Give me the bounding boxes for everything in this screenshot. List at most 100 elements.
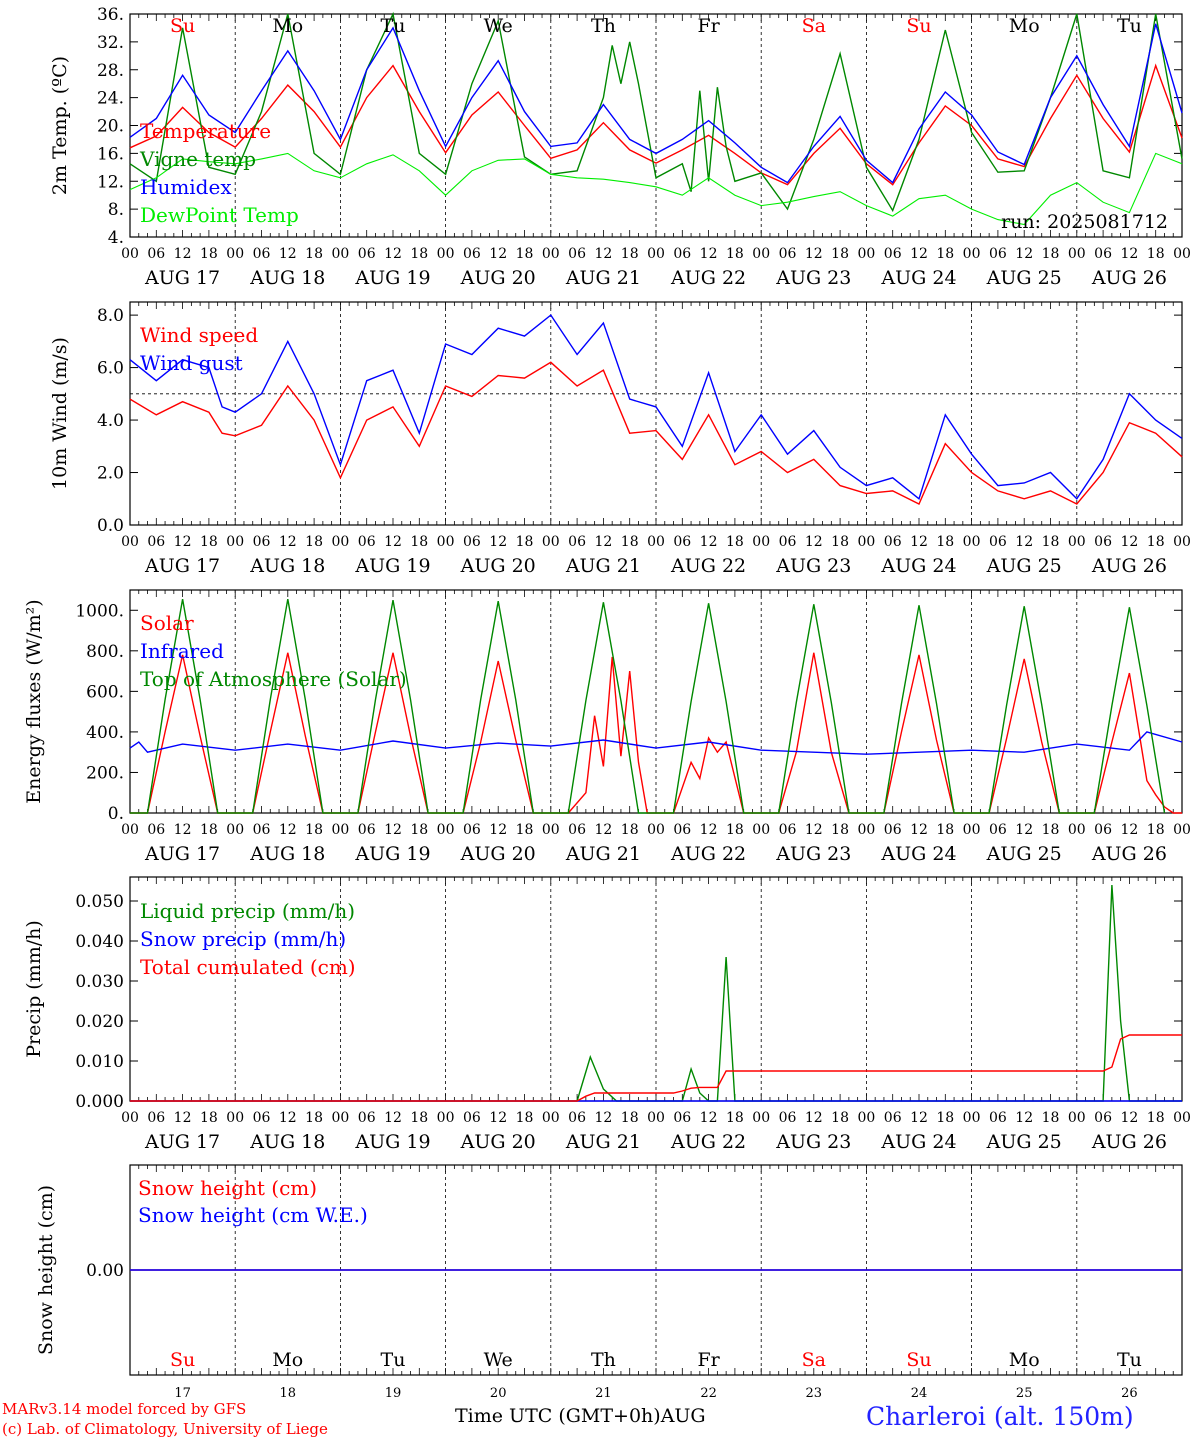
hour-tick-label: 18 — [200, 822, 218, 838]
date-label: AUG 18 — [249, 843, 325, 865]
hour-tick-label: 18 — [1147, 1110, 1165, 1126]
legend-entry: Vigne temp — [139, 147, 256, 171]
weekday-label: Th — [591, 15, 616, 37]
y-tick-label: 12. — [97, 172, 124, 192]
hour-tick-label: 18 — [410, 534, 428, 550]
panel-1-ylabel: 10m Wind (m/s) — [49, 337, 71, 490]
panel-4-ylabel: Snow height (cm) — [35, 1185, 57, 1355]
y-tick-label: 4. — [108, 228, 124, 248]
hour-tick-label: 12 — [594, 822, 612, 838]
hour-tick-label: 06 — [253, 822, 271, 838]
hour-tick-label: 00 — [542, 534, 560, 550]
weekday-label: Mo — [272, 15, 303, 37]
series-dewpoint-temp — [129, 152, 1183, 226]
hour-tick-label: 18 — [726, 246, 744, 262]
date-label: AUG 22 — [670, 843, 746, 865]
weekday-label: Su — [906, 15, 931, 37]
hour-tick-label: 06 — [463, 246, 481, 262]
hour-tick-label: 12 — [1120, 534, 1138, 550]
hour-tick-label: 12 — [805, 246, 823, 262]
panel-1-frame — [129, 301, 1183, 526]
hour-tick-label: 06 — [568, 1110, 586, 1126]
weekday-label: Fr — [697, 1349, 720, 1371]
date-label: AUG 22 — [670, 1131, 746, 1153]
hour-tick-label: 18 — [831, 534, 849, 550]
hour-tick-label: 00 — [121, 1110, 139, 1126]
date-label: AUG 21 — [565, 267, 641, 289]
hour-tick-label: 06 — [989, 246, 1007, 262]
hour-tick-label: 06 — [779, 822, 797, 838]
hour-tick-label: 18 — [1147, 246, 1165, 262]
time-axis-title: Time UTC (GMT+0h) — [455, 1405, 661, 1427]
run-label: run: 2025081712 — [1001, 211, 1168, 233]
hour-tick-label: 06 — [779, 534, 797, 550]
hour-tick-label: 00 — [331, 1110, 349, 1126]
hour-tick-label: 06 — [253, 1110, 271, 1126]
hour-tick-label: 18 — [410, 246, 428, 262]
hour-tick-label: 12 — [489, 1110, 507, 1126]
date-label: AUG 18 — [249, 1131, 325, 1153]
series-temperature — [129, 63, 1183, 186]
hour-tick-label: 00 — [752, 246, 770, 262]
series-humidex — [129, 23, 1183, 184]
hour-tick-label: 18 — [516, 246, 534, 262]
date-label: AUG 20 — [460, 267, 536, 289]
hour-tick-label: 00 — [542, 1110, 560, 1126]
hour-tick-label: 06 — [673, 246, 691, 262]
hour-tick-label: 06 — [358, 246, 376, 262]
legend-entry: Snow height (cm) — [138, 1176, 317, 1200]
hour-tick-label: 00 — [963, 534, 981, 550]
hour-tick-label: 00 — [857, 822, 875, 838]
hour-tick-label: 12 — [279, 534, 297, 550]
hour-tick-label: 18 — [305, 246, 323, 262]
hour-tick-label: 06 — [884, 534, 902, 550]
hour-tick-label: 12 — [805, 1110, 823, 1126]
panel-2-ylabel: Energy fluxes (W/m²) — [23, 599, 45, 803]
hour-tick-label: 18 — [621, 246, 639, 262]
day-number-label: 18 — [280, 1386, 297, 1401]
hour-tick-label: 18 — [621, 534, 639, 550]
hour-tick-label: 00 — [1173, 246, 1191, 262]
hour-tick-label: 06 — [147, 534, 165, 550]
hour-tick-label: 18 — [1042, 246, 1060, 262]
hour-tick-label: 12 — [910, 246, 928, 262]
y-tick-label: 24. — [97, 89, 124, 109]
hour-tick-label: 06 — [673, 822, 691, 838]
legend-entry: Top of Atmosphere (Solar) — [140, 667, 407, 691]
hour-tick-label: 12 — [279, 246, 297, 262]
hour-tick-label: 06 — [147, 822, 165, 838]
hour-tick-label: 12 — [910, 822, 928, 838]
hour-tick-label: 12 — [700, 822, 718, 838]
hour-tick-label: 00 — [1173, 822, 1191, 838]
hour-tick-label: 18 — [1042, 822, 1060, 838]
hour-tick-label: 06 — [884, 246, 902, 262]
panel-0-ylabel: 2m Temp. (ºC) — [49, 56, 71, 195]
hour-tick-label: 00 — [647, 534, 665, 550]
weekday-label: Tu — [381, 15, 406, 37]
weekday-label: Tu — [1117, 1349, 1142, 1371]
hour-tick-label: 06 — [568, 246, 586, 262]
day-number-label: 17 — [174, 1386, 191, 1401]
date-label: AUG 23 — [775, 1131, 851, 1153]
hour-tick-label: 18 — [621, 822, 639, 838]
y-tick-label: 0.030 — [75, 972, 124, 992]
hour-tick-label: 12 — [174, 534, 192, 550]
hour-tick-label: 12 — [1015, 246, 1033, 262]
hour-tick-label: 00 — [1068, 1110, 1086, 1126]
weekday-label: Su — [170, 15, 195, 37]
hour-tick-label: 18 — [831, 246, 849, 262]
date-label: AUG 26 — [1091, 1131, 1167, 1153]
hour-tick-label: 12 — [594, 1110, 612, 1126]
hour-tick-label: 00 — [857, 1110, 875, 1126]
hour-tick-label: 06 — [1094, 1110, 1112, 1126]
hour-tick-label: 00 — [647, 246, 665, 262]
hour-tick-label: 00 — [226, 246, 244, 262]
y-tick-label: 0.0 — [97, 516, 124, 536]
hour-tick-label: 06 — [779, 246, 797, 262]
date-label: AUG 17 — [144, 555, 220, 577]
hour-tick-label: 12 — [384, 534, 402, 550]
date-label: AUG 24 — [880, 555, 956, 577]
day-number-label: 19 — [385, 1386, 402, 1401]
weekday-label: Tu — [1117, 15, 1142, 37]
hour-tick-label: 00 — [331, 822, 349, 838]
